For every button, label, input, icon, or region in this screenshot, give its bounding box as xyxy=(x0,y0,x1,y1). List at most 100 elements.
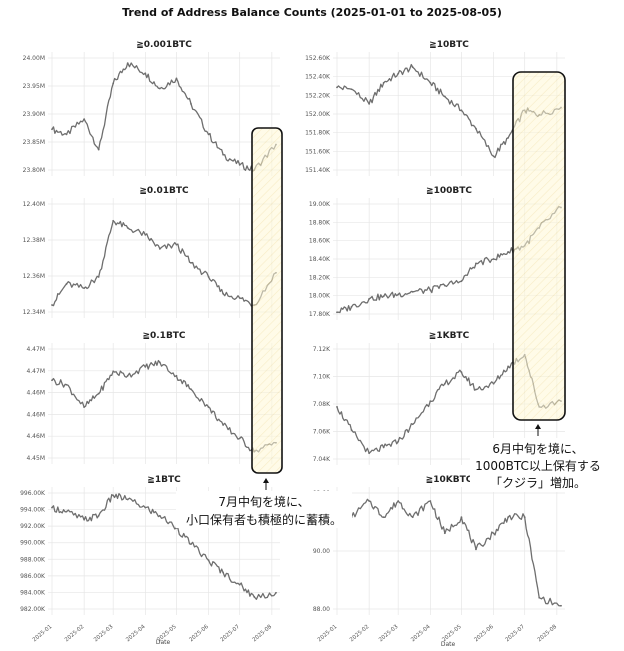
annot-small-line1: 7月中旬を境に、 xyxy=(218,494,309,509)
data-point xyxy=(460,280,463,283)
data-point xyxy=(368,500,371,502)
data-point xyxy=(443,284,446,287)
data-point xyxy=(65,510,68,513)
data-point xyxy=(175,77,178,80)
y-tick-label: 23.90M xyxy=(23,111,45,118)
data-point xyxy=(382,81,385,84)
y-tick-label: 90.00 xyxy=(313,548,330,555)
data-point xyxy=(97,392,100,395)
x-tick-label: 2025-06 xyxy=(473,624,495,644)
data-point xyxy=(238,437,241,440)
y-tick-label: 24.00M xyxy=(23,55,45,62)
data-point xyxy=(51,128,53,131)
data-point xyxy=(158,87,161,90)
data-point xyxy=(429,81,432,84)
data-point xyxy=(207,133,210,136)
annot-bg-whale xyxy=(470,438,606,492)
panel-title: ≧10KBTC xyxy=(426,475,473,485)
data-point xyxy=(65,283,68,285)
x-tick-label: 2025-03 xyxy=(378,624,400,644)
y-tick-label: 12.40M xyxy=(23,201,45,208)
y-tick-label: 151.60K xyxy=(305,148,331,155)
data-point xyxy=(411,423,414,426)
x-tick-label: 2025-07 xyxy=(220,624,242,644)
y-tick-label: 151.40K xyxy=(305,167,331,174)
y-tick-label: 152.60K xyxy=(305,55,331,62)
data-point xyxy=(83,518,86,521)
data-point xyxy=(126,226,129,229)
y-tick-label: 17.80K xyxy=(309,311,331,318)
y-tick-label: 990.00K xyxy=(20,540,46,547)
data-point xyxy=(538,596,541,599)
data-point xyxy=(475,548,477,551)
panels: ≧0.001BTC23.80M23.85M23.90M23.95M24.00M≧… xyxy=(20,40,565,643)
chart-title: Trend of Address Balance Counts (2025-01… xyxy=(122,6,502,19)
y-tick-label: 988.00K xyxy=(20,556,46,563)
data-point xyxy=(238,297,241,299)
data-point xyxy=(222,424,225,426)
panel-title: ≧0.1BTC xyxy=(142,331,185,341)
data-point xyxy=(158,361,161,364)
data-point xyxy=(238,164,241,166)
data-point xyxy=(411,66,414,69)
data-point xyxy=(190,543,192,546)
data-point xyxy=(190,102,192,105)
data-point xyxy=(507,251,510,253)
data-point xyxy=(460,516,463,519)
x-tick-label: 2025-06 xyxy=(188,624,210,644)
data-point xyxy=(336,86,338,89)
data-point xyxy=(65,133,68,136)
data-point xyxy=(368,452,371,455)
y-tick-label: 18.40K xyxy=(309,256,331,263)
panel-title: ≧1KBTC xyxy=(429,331,470,341)
x-tick-label: 2025-02 xyxy=(349,624,370,643)
y-tick-label: 4.47M xyxy=(26,346,45,353)
data-point xyxy=(460,371,463,374)
data-point xyxy=(222,571,225,574)
y-tick-label: 7.08K xyxy=(313,401,331,408)
data-point xyxy=(144,365,147,368)
arrow-small-holders xyxy=(263,478,269,490)
x-tick-label: 2025-08 xyxy=(252,624,274,644)
data-point xyxy=(411,290,414,293)
data-point xyxy=(222,153,225,156)
data-point xyxy=(238,583,241,586)
data-point xyxy=(51,379,53,382)
y-tick-label: 152.20K xyxy=(305,92,331,99)
data-point xyxy=(65,383,68,386)
data-point xyxy=(350,306,353,308)
y-tick-label: 152.40K xyxy=(305,74,331,81)
y-tick-label: 986.00K xyxy=(20,573,46,580)
y-tick-label: 19.00K xyxy=(309,201,331,208)
data-point xyxy=(350,88,353,91)
y-tick-label: 18.20K xyxy=(309,274,331,281)
data-point xyxy=(560,604,562,607)
panel-title: ≧1BTC xyxy=(147,475,181,485)
x-tick-label: 2025-01 xyxy=(32,624,53,643)
whale-highlight-box xyxy=(512,71,566,421)
data-point xyxy=(492,382,495,385)
data-point xyxy=(443,532,446,535)
annot-whale-line2: 1000BTC以上保有する xyxy=(475,459,601,473)
data-point xyxy=(112,82,115,85)
x-tick-label: 2025-04 xyxy=(410,624,432,644)
data-point xyxy=(112,219,115,222)
data-point xyxy=(253,595,256,598)
y-tick-label: 18.00K xyxy=(309,293,331,300)
y-tick-label: 23.95M xyxy=(23,83,45,90)
y-tick-label: 982.00K xyxy=(20,606,46,613)
data-point xyxy=(475,388,477,391)
data-point xyxy=(350,429,353,431)
data-point xyxy=(83,287,86,290)
y-tick-label: 12.38M xyxy=(23,237,45,244)
data-point xyxy=(443,382,446,385)
y-tick-label: 151.80K xyxy=(305,130,331,137)
data-point xyxy=(207,406,210,408)
data-point xyxy=(190,262,192,264)
data-point xyxy=(207,276,210,278)
annot-whale-line3: 「クジラ」増加。 xyxy=(490,476,586,490)
y-tick-label: 88.00 xyxy=(313,606,330,613)
y-tick-label: 18.60K xyxy=(309,238,331,245)
series-line xyxy=(51,220,277,307)
xlabel-right: Date xyxy=(441,641,456,648)
